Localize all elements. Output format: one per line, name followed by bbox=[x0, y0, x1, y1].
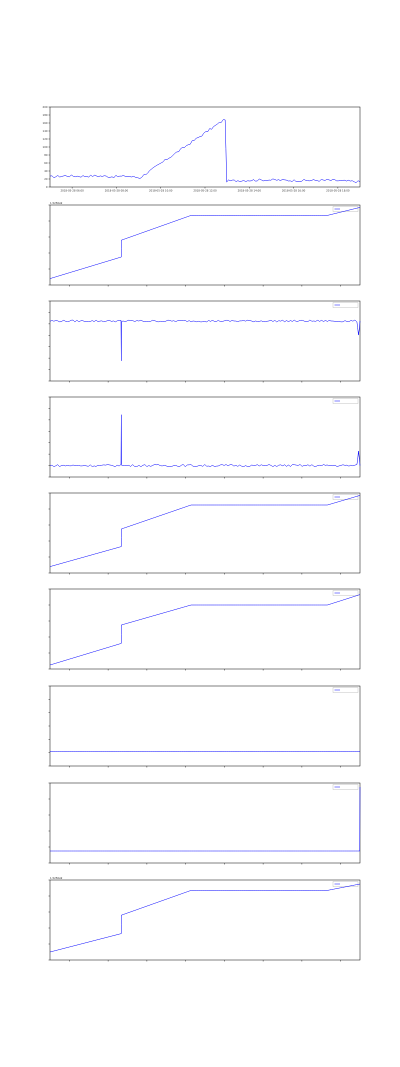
chart-panel-7 bbox=[0, 684, 400, 774]
series-line bbox=[49, 119, 361, 184]
chart-panel-3 bbox=[0, 299, 400, 389]
plot-frame bbox=[49, 879, 361, 961]
plot-frame bbox=[49, 588, 361, 670]
chart-svg-8 bbox=[48, 782, 361, 865]
chart-panel-6 bbox=[0, 587, 400, 677]
plot-frame bbox=[49, 106, 361, 188]
chart-svg-3 bbox=[48, 300, 361, 383]
series-line bbox=[49, 319, 361, 361]
legend-box bbox=[332, 881, 359, 887]
chart-panel-5 bbox=[0, 491, 400, 581]
chart-svg-4 bbox=[48, 396, 361, 479]
legend bbox=[332, 687, 359, 693]
y-tick-label: 120 bbox=[43, 137, 48, 141]
legend-box bbox=[332, 302, 359, 308]
legend bbox=[332, 784, 359, 790]
chart-panel-9: 1.5256e9 bbox=[0, 876, 400, 968]
legend bbox=[332, 881, 359, 887]
x-tick-label: 2018-05-28 12:00 bbox=[193, 189, 217, 193]
plot-frame bbox=[49, 204, 361, 286]
chart-panel-1: 0 20 40 60 80 100 120 140 160 180 200 2018-05-28 06… bbox=[0, 105, 400, 195]
series-line bbox=[49, 207, 361, 279]
chart-svg-6 bbox=[48, 588, 361, 671]
chart-svg-2: 1.5256e9 bbox=[48, 201, 361, 287]
chart-panel-8 bbox=[0, 781, 400, 871]
legend-box bbox=[332, 398, 359, 404]
legend-box bbox=[332, 206, 359, 212]
plot-frame bbox=[49, 685, 361, 767]
x-tick-label: 2018-05-28 08:00 bbox=[105, 189, 129, 193]
plot-frame bbox=[49, 396, 361, 478]
y-tick-label: 200 bbox=[43, 105, 48, 109]
series-line bbox=[49, 594, 361, 666]
legend-box bbox=[332, 687, 359, 693]
y-tick-label: 40 bbox=[44, 169, 48, 173]
y-tick-label: 140 bbox=[43, 129, 48, 133]
y-tick-label: 0 bbox=[46, 185, 48, 189]
legend bbox=[332, 206, 359, 212]
chart-panel-2: 1.5256e9 bbox=[0, 201, 400, 293]
legend-box bbox=[332, 784, 359, 790]
axis-offset-label: 1.5256e9 bbox=[50, 876, 63, 880]
axis-offset-label: 1.5256e9 bbox=[50, 201, 63, 205]
chart-svg-1: 0 20 40 60 80 100 120 140 160 180 200 2018-05-28 06… bbox=[43, 105, 361, 193]
plot-frame bbox=[49, 300, 361, 382]
legend-box bbox=[332, 590, 359, 596]
y-tick-label: 180 bbox=[43, 113, 48, 117]
x-tick-label: 2018-05-28 18:00 bbox=[326, 189, 350, 193]
chart-svg-9: 1.5256e9 bbox=[48, 876, 361, 962]
legend bbox=[332, 302, 359, 308]
y-tick-label: 160 bbox=[43, 121, 48, 125]
legend bbox=[332, 590, 359, 596]
series-line bbox=[49, 883, 361, 953]
series-line bbox=[49, 495, 361, 567]
legend bbox=[332, 398, 359, 404]
chart-svg-7 bbox=[48, 685, 361, 768]
y-tick-label: 100 bbox=[43, 145, 48, 149]
series-line bbox=[50, 786, 361, 852]
chart-svg-5 bbox=[48, 492, 361, 575]
y-tick-label: 20 bbox=[44, 177, 48, 181]
x-tick-label: 2018-05-28 16:00 bbox=[282, 189, 306, 193]
series-line bbox=[49, 414, 361, 468]
chart-panel-4 bbox=[0, 395, 400, 485]
x-tick-label: 2018-05-28 06:00 bbox=[60, 189, 84, 193]
y-tick-label: 80 bbox=[44, 153, 48, 157]
x-tick-label: 2018-05-28 14:00 bbox=[238, 189, 262, 193]
y-tick-label: 60 bbox=[44, 161, 48, 165]
plot-frame bbox=[49, 492, 361, 574]
x-tick-label: 2018-05-28 10:00 bbox=[149, 189, 173, 193]
